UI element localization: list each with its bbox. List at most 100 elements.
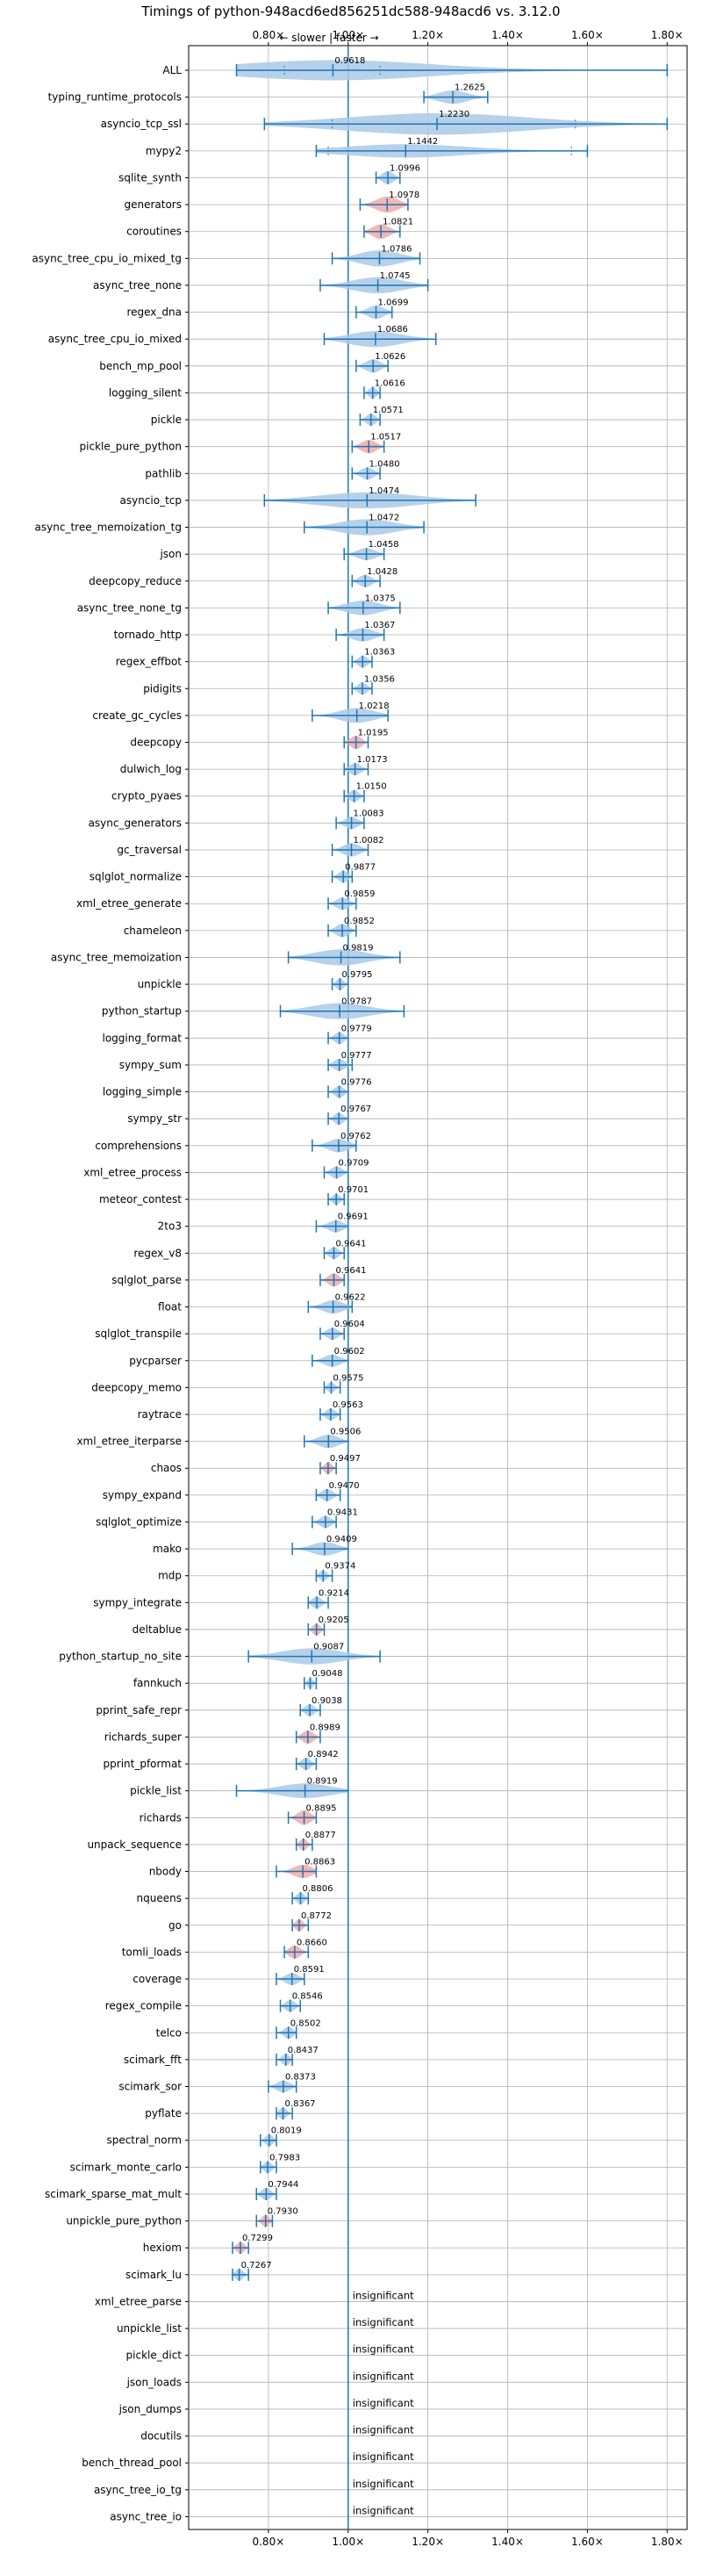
value-label: 0.8919 [307, 1777, 338, 1787]
y-tick-label: chaos [151, 1462, 182, 1474]
chart-title: Timings of python-948acd6ed856251dc588-9… [140, 4, 560, 19]
insignificant-label: insignificant [353, 2504, 414, 2516]
y-tick-label: deepcopy_memo [91, 1381, 182, 1393]
y-tick-label: ALL [162, 64, 182, 76]
value-label: 0.9852 [344, 917, 375, 926]
value-label: 0.8019 [271, 2126, 302, 2136]
y-tick-label: regex_compile [105, 2000, 182, 2012]
y-tick-label: typing_runtime_protocols [48, 91, 182, 104]
y-tick-label: async_tree_cpu_io_mixed [48, 333, 182, 345]
value-label: 1.0978 [389, 191, 419, 200]
value-label: 0.9575 [333, 1373, 363, 1383]
y-tick-label: pickle [151, 414, 182, 426]
value-label: 1.0626 [375, 352, 405, 362]
value-label: 0.9506 [330, 1428, 361, 1437]
y-tick-label: unpack_sequence [87, 1838, 182, 1851]
x-axis-ticks: 0.80× 0.80× 1.00× 1.00× 1.20× 1.20× 1.40× 1.40×… [252, 29, 683, 2548]
value-label: 1.0786 [381, 244, 412, 254]
x-tick-label-top: 1.00× [332, 29, 364, 41]
y-tick-label: xml_etree_process [83, 1166, 182, 1178]
x-tick-label-top: 1.60× [571, 29, 604, 41]
value-label: 1.2230 [439, 110, 469, 119]
y-tick-label: sympy_str [127, 1112, 182, 1125]
value-label: 0.9205 [319, 1615, 349, 1625]
y-tick-label: tornado_http [114, 629, 182, 641]
value-label: 0.9777 [341, 1051, 372, 1061]
y-tick-label: json [159, 548, 182, 560]
y-tick-label: coverage [133, 1973, 182, 1985]
y-tick-label: logging_simple [103, 1086, 182, 1098]
value-label: 1.0821 [383, 218, 413, 227]
x-tick-label-top: 1.20× [412, 29, 444, 41]
value-label: 0.7944 [268, 2180, 298, 2190]
value-label: 1.0173 [357, 755, 388, 765]
y-tick-label: mdp [158, 1570, 182, 1582]
insignificant-label: insignificant [353, 2397, 414, 2409]
y-tick-label: spectral_norm [106, 2134, 182, 2147]
y-tick-label: sympy_integrate [93, 1596, 182, 1608]
y-tick-label: async_tree_cpu_io_mixed_tg [32, 252, 182, 264]
x-tick-label-top: 1.80× [651, 29, 684, 41]
value-label: 1.0363 [364, 648, 395, 658]
value-label: 0.8502 [290, 2018, 321, 2028]
value-label: 1.0699 [378, 299, 409, 308]
y-tick-label: pycparser [129, 1355, 182, 1367]
y-tick-label: xml_etree_generate [76, 897, 182, 910]
value-label: 0.9819 [343, 943, 374, 953]
value-label: 0.9779 [341, 1024, 372, 1033]
value-label: 1.0218 [359, 702, 390, 711]
y-tick-label: pprint_pformat [104, 1758, 183, 1770]
x-tick-label-top: 0.80× [252, 29, 284, 41]
value-label: 0.8437 [288, 2046, 319, 2055]
value-label: 1.0428 [367, 567, 398, 577]
y-tick-label: float [158, 1301, 182, 1313]
y-tick-label: scimark_sor [118, 2081, 182, 2093]
y-tick-label: sqlglot_parse [111, 1274, 182, 1286]
value-label: 1.0686 [377, 325, 408, 335]
direction-label: ← slower | faster → [279, 32, 378, 44]
value-label: 1.0616 [375, 378, 405, 388]
value-label: 0.9563 [333, 1400, 363, 1410]
y-tick-label: scimark_fft [124, 2054, 182, 2066]
insignificant-label: insignificant [353, 2370, 414, 2382]
y-tick-label: dulwich_log [120, 763, 182, 775]
value-label: 0.9048 [312, 1669, 343, 1679]
value-label: 1.0367 [364, 621, 395, 630]
y-tick-label: regex_v8 [133, 1247, 182, 1259]
y-tick-label: xml_etree_parse [95, 2295, 182, 2307]
y-tick-label: unpickle_list [117, 2322, 182, 2335]
y-tick-label: pickle_pure_python [80, 441, 182, 453]
y-tick-label: crypto_pyaes [111, 790, 182, 802]
y-tick-label: mako [153, 1543, 182, 1555]
y-tick-label: deltablue [133, 1623, 182, 1636]
y-axis-labels: ALL typing_runtime_protocols asyncio_tcp_s… [32, 64, 189, 2522]
y-tick-label: pprint_safe_repr [96, 1704, 182, 1716]
y-tick-label: sympy_sum [119, 1059, 182, 1071]
value-label: 0.9431 [327, 1507, 358, 1517]
value-label: 0.9877 [345, 863, 376, 873]
value-label: 0.9709 [339, 1158, 369, 1168]
value-label: 0.8806 [303, 1884, 333, 1894]
y-tick-label: go [168, 1919, 182, 1932]
y-tick-label: deepcopy [130, 737, 182, 749]
y-tick-label: logging_silent [109, 386, 182, 399]
y-tick-label: sympy_expand [103, 1489, 182, 1501]
value-label: 0.8989 [310, 1723, 340, 1732]
y-tick-label: python_startup_no_site [59, 1651, 182, 1663]
value-label: 0.9374 [325, 1562, 355, 1572]
value-label: 1.0472 [369, 514, 399, 523]
value-label: 0.8660 [297, 1938, 327, 1947]
y-tick-label: hexiom [143, 2241, 182, 2254]
value-label: 1.2625 [455, 83, 485, 93]
value-label: 0.9409 [326, 1535, 357, 1544]
y-tick-label: gc_traversal [117, 844, 182, 856]
y-tick-label: create_gc_cycles [92, 709, 182, 722]
y-tick-label: telco [156, 2026, 182, 2039]
value-label: 0.8546 [292, 1992, 323, 2002]
value-labels: 0.9618 1.2625 1.2230 1.1442 1.0996 1.0978 1.08… [241, 56, 485, 2516]
y-tick-label: asyncio_tcp_ssl [101, 118, 182, 130]
value-label: 1.0571 [373, 406, 404, 415]
value-label: 0.9767 [340, 1105, 371, 1114]
value-label: 0.8367 [285, 2099, 316, 2109]
